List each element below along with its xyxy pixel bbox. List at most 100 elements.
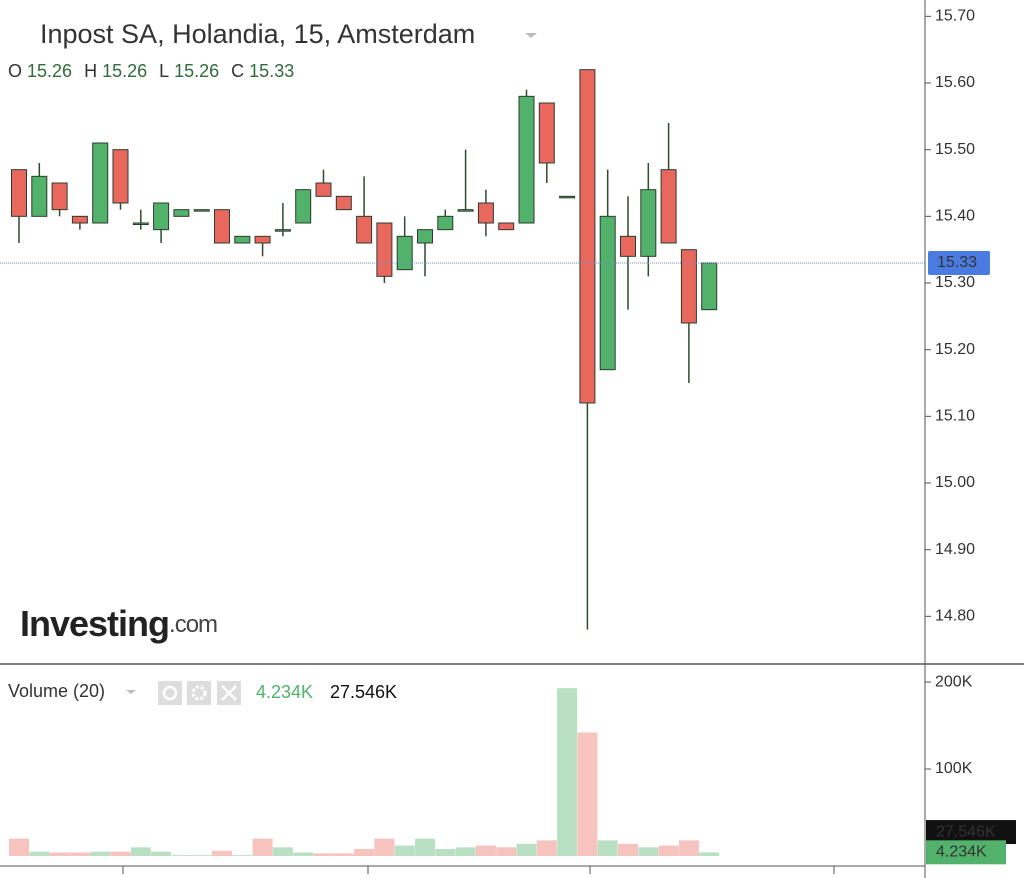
ma-value-box xyxy=(926,820,1016,845)
volume-bar xyxy=(536,840,557,856)
candle-body xyxy=(295,189,312,224)
visibility-button[interactable] xyxy=(158,681,182,705)
volume-bar xyxy=(638,847,659,856)
candle-body xyxy=(31,175,48,217)
title-backdrop xyxy=(14,14,606,56)
volume-bar xyxy=(354,849,375,856)
y-tick-label: 15.50 xyxy=(935,141,975,158)
ma-value-label: 27.546K xyxy=(936,823,996,840)
volume-bar xyxy=(699,852,720,856)
candle-body xyxy=(335,195,352,211)
volume-bar xyxy=(151,851,172,856)
candle-body xyxy=(498,222,515,231)
volume-bar xyxy=(293,852,314,856)
eye-icon xyxy=(162,685,178,701)
volume-value-box xyxy=(926,840,1006,865)
y-tick-label: 100K xyxy=(935,760,973,777)
last-price-box xyxy=(928,251,990,275)
candle-body xyxy=(417,229,433,244)
y-tick-label: 15.20 xyxy=(935,341,975,358)
volume-bar xyxy=(618,843,638,856)
ohlc-key: L xyxy=(159,61,169,81)
dropdown-icon[interactable] xyxy=(126,690,136,694)
volume-bar xyxy=(516,843,537,856)
volume-bar xyxy=(171,855,192,856)
volume-bar xyxy=(394,845,415,856)
candle-body xyxy=(518,95,535,224)
y-tick-label: 15.00 xyxy=(935,474,975,491)
candle-body xyxy=(579,69,596,404)
y-tick-label: 15.40 xyxy=(935,208,975,225)
candle-body xyxy=(214,209,230,244)
candle-body xyxy=(254,235,271,244)
volume-bar xyxy=(110,851,131,856)
volume-bar xyxy=(577,732,598,856)
volume-current: 4.234K xyxy=(256,682,313,702)
y-tick-label: 14.80 xyxy=(935,608,975,625)
watermark-brand: Investing xyxy=(20,603,169,644)
ohlc-key: O xyxy=(8,61,22,81)
volume-bar xyxy=(374,838,395,856)
watermark: Investing.com xyxy=(20,603,217,644)
candle-body xyxy=(437,215,454,231)
volume-title: Volume (20) xyxy=(8,681,105,701)
volume-bar xyxy=(496,847,517,856)
y-tick-label: 14.90 xyxy=(935,541,975,558)
close-icon xyxy=(221,685,237,701)
candle-body xyxy=(599,215,616,371)
marks xyxy=(9,69,720,856)
volume-bar xyxy=(49,852,70,856)
candle-body xyxy=(660,169,677,244)
volume-bar xyxy=(435,849,456,856)
volume-bar xyxy=(90,851,111,856)
settings-button[interactable] xyxy=(187,681,211,705)
last-price-label: 15.33 xyxy=(937,254,977,271)
gear-icon xyxy=(191,685,207,701)
chart-title: Inpost SA, Holandia, 15, Amsterdam xyxy=(40,19,475,49)
candle-body xyxy=(11,169,27,217)
volume-bar xyxy=(557,688,578,856)
dropdown-icon[interactable] xyxy=(525,33,537,38)
ohlc-value: 15.26 xyxy=(102,61,147,81)
volume-bar xyxy=(232,855,253,856)
candle-body xyxy=(51,182,68,211)
volume-value-label: 4.234K xyxy=(936,844,987,861)
volume-bar xyxy=(252,838,273,856)
volume-bar xyxy=(130,847,151,856)
volume-ma-current: 27.546K xyxy=(330,682,397,702)
candle-body xyxy=(193,209,210,212)
candle-body xyxy=(457,209,474,212)
volume-bar xyxy=(415,838,435,856)
ohlc-legend: O 15.26 H 15.26 L 15.26 C 15.33 xyxy=(8,61,294,81)
candle-body xyxy=(559,195,576,199)
volume-bar xyxy=(9,838,29,856)
ohlc-value: 15.26 xyxy=(174,61,219,81)
volume-bar xyxy=(658,845,679,856)
volume-bar xyxy=(597,840,618,856)
volume-bar xyxy=(69,852,90,856)
ohlc-key: C xyxy=(231,61,244,81)
volume-bar xyxy=(678,840,699,856)
volume-bar xyxy=(455,847,476,856)
candle-body xyxy=(132,222,149,225)
volume-bar xyxy=(191,855,212,856)
candle-body xyxy=(538,102,555,164)
candle-body xyxy=(356,215,373,244)
candle-body xyxy=(274,229,291,232)
volume-bar xyxy=(475,845,496,856)
candle-body xyxy=(315,182,332,197)
y-tick-label: 15.70 xyxy=(935,8,975,25)
y-tick-label: 15.10 xyxy=(935,408,975,425)
candle-body xyxy=(620,235,636,257)
candle-body xyxy=(71,215,88,224)
candle-body xyxy=(376,222,393,277)
ohlc-key: H xyxy=(84,61,97,81)
candle-body xyxy=(112,149,129,204)
candle-body xyxy=(234,235,251,244)
watermark-suffix: .com xyxy=(169,611,217,638)
ohlc-value: 15.33 xyxy=(249,61,294,81)
volume-bar xyxy=(313,853,334,856)
y-tick-label: 15.60 xyxy=(935,74,975,91)
candle-body xyxy=(153,202,170,231)
